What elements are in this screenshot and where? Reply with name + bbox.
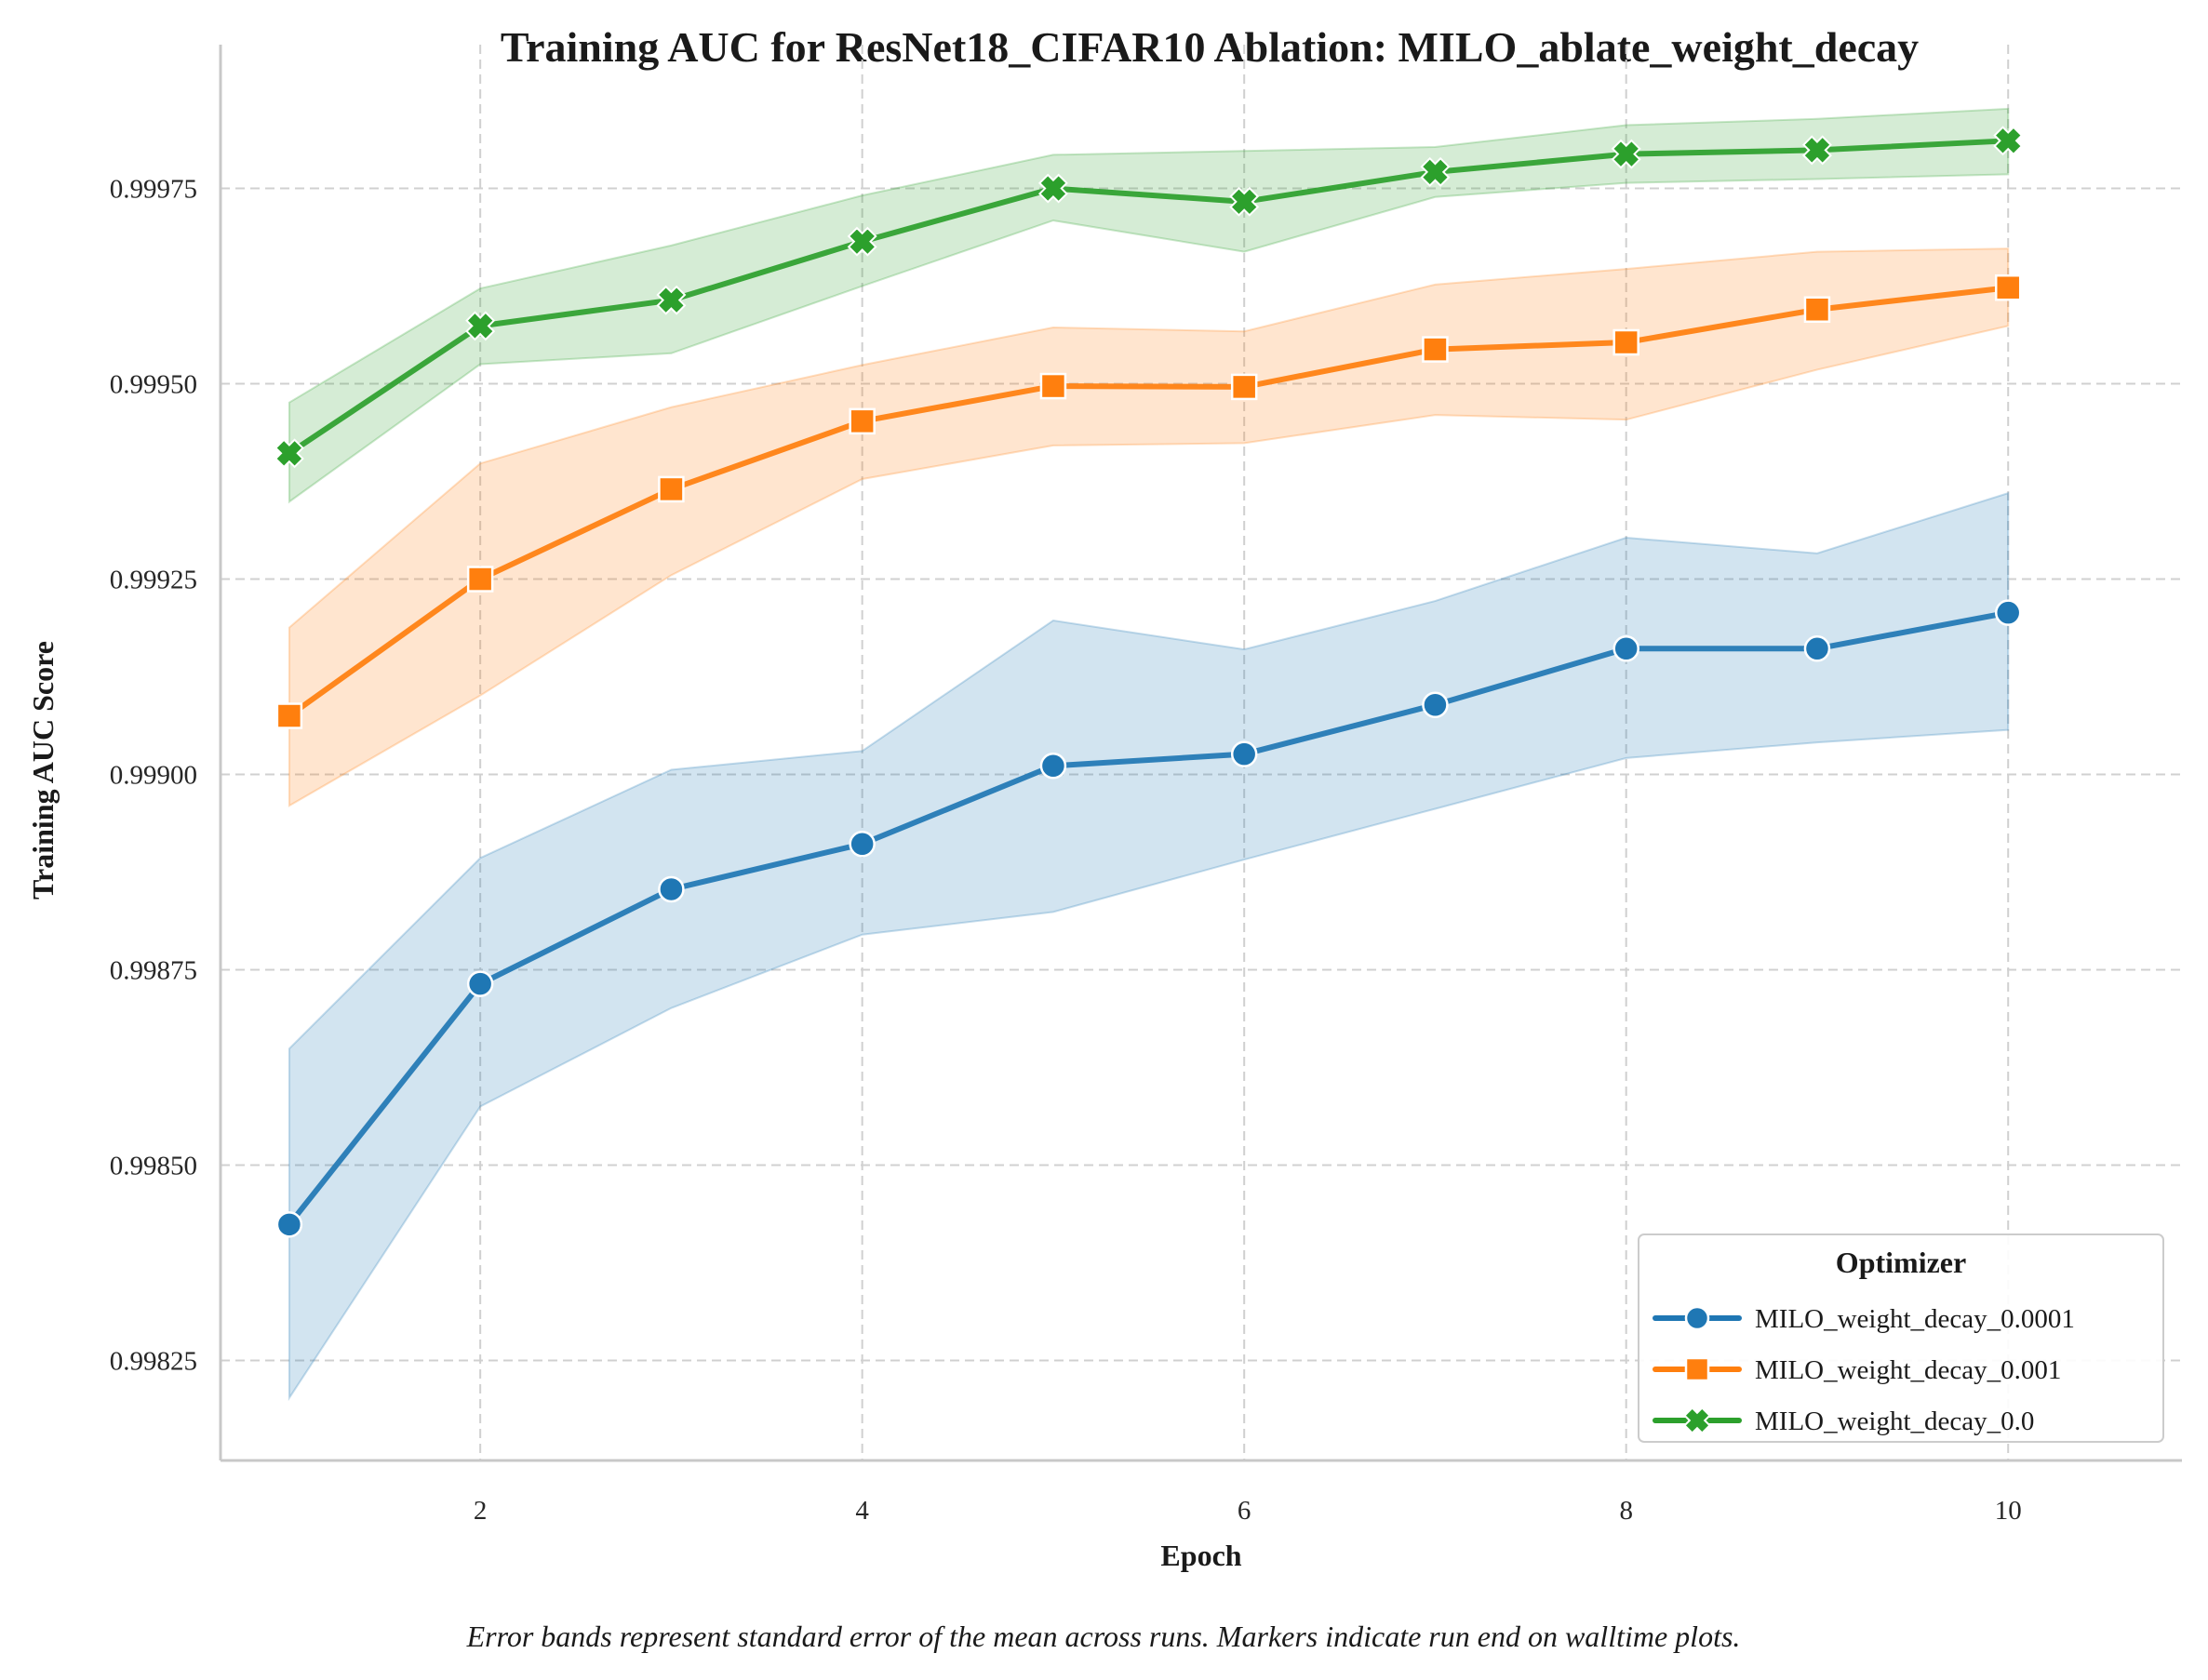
data-point (1993, 126, 2024, 156)
x-tick-label: 6 (1238, 1496, 1251, 1526)
data-point (1611, 139, 1641, 169)
y-tick-label: 0.99975 (110, 175, 197, 205)
legend-entry: MILO_weight_decay_0.001 (1653, 1355, 2061, 1385)
y-tick-label: 0.99850 (110, 1151, 197, 1180)
data-point (1803, 296, 1831, 323)
data-point (658, 875, 685, 903)
data-point (1613, 635, 1639, 662)
series-lines (286, 138, 2012, 1228)
legend-label: MILO_weight_decay_0.0001 (1755, 1304, 2075, 1334)
series-markers (274, 126, 2024, 1238)
axes (219, 45, 2182, 1462)
x-tick-label: 8 (1619, 1496, 1633, 1526)
data-point (1422, 691, 1449, 719)
data-point (1994, 273, 2022, 301)
data-point (466, 566, 494, 593)
data-point (656, 285, 687, 315)
legend: Optimizer MILO_weight_decay_0.0001MILO_w… (1638, 1233, 2164, 1443)
data-point (1037, 173, 1068, 204)
data-point (1683, 1407, 1711, 1434)
data-point (1230, 373, 1258, 401)
data-point (465, 311, 496, 341)
x-tick-label: 4 (855, 1496, 869, 1526)
data-point (466, 970, 494, 997)
legend-label: MILO_weight_decay_0.0 (1755, 1407, 2034, 1436)
data-point (1039, 753, 1067, 780)
data-point (1684, 1305, 1710, 1331)
y-tick-label: 0.99925 (110, 566, 197, 595)
data-point (1801, 135, 1832, 166)
y-tick-label: 0.99825 (110, 1346, 197, 1376)
series-line (286, 285, 2012, 719)
x-tick-label: 10 (1995, 1496, 2022, 1526)
data-point (275, 702, 303, 729)
data-point (1039, 372, 1067, 400)
data-point (849, 831, 876, 858)
data-point (658, 475, 685, 503)
data-point (1420, 156, 1451, 187)
data-point (275, 1211, 303, 1238)
y-ticks: 0.99825 0.99850 0.99875 0.99900 0.99925 0.999… (110, 175, 197, 1377)
chart-title: Training AUC for ResNet18_CIFAR10 Ablati… (501, 23, 1919, 71)
series-line (286, 138, 2012, 457)
y-tick-label: 0.99950 (110, 370, 197, 400)
data-point (274, 438, 304, 469)
data-point (849, 407, 876, 435)
error-band (288, 247, 2010, 807)
error-band (288, 491, 2010, 1402)
y-tick-label: 0.99900 (110, 761, 197, 791)
legend-title: Optimizer (1836, 1246, 1966, 1279)
y-axis-label: Training AUC Score (26, 641, 60, 900)
series-line (286, 609, 2012, 1228)
chart-caption: Error bands represent standard error of … (466, 1620, 1741, 1653)
legend-entry: MILO_weight_decay_0.0 (1653, 1407, 2034, 1436)
y-tick-label: 0.99875 (110, 956, 197, 986)
legend-box (1638, 1233, 2164, 1443)
legend-entries: MILO_weight_decay_0.0001 MILO_weight_deca… (1653, 1304, 2075, 1436)
legend-label: MILO_weight_decay_0.001 (1755, 1355, 2061, 1385)
data-point (1684, 1356, 1710, 1382)
data-point (1229, 186, 1260, 217)
x-ticks: 2 4 6 8 10 (474, 1496, 2022, 1526)
x-axis-label: Epoch (1160, 1539, 1241, 1572)
data-point (1994, 599, 2022, 626)
data-point (1803, 635, 1831, 662)
data-point (1230, 740, 1258, 767)
legend-entry: MILO_weight_decay_0.0001 (1653, 1304, 2075, 1334)
data-point (847, 226, 877, 257)
data-point (1422, 336, 1449, 363)
x-tick-label: 2 (474, 1496, 488, 1526)
data-point (1613, 328, 1639, 356)
